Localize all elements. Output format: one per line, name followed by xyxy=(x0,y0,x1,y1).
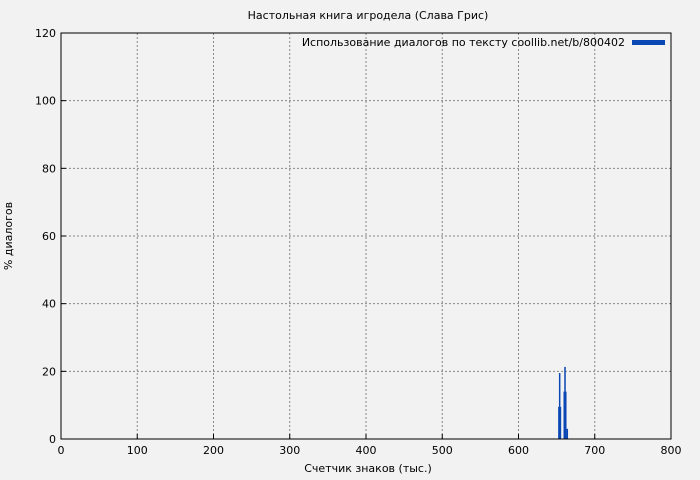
x-tick-label: 800 xyxy=(661,444,682,457)
chart-title: Настольная книга игродела (Слава Грис) xyxy=(248,9,489,22)
x-tick-label: 100 xyxy=(127,444,148,457)
grid xyxy=(61,33,671,439)
y-tick-label: 120 xyxy=(35,27,56,40)
y-tick-label: 60 xyxy=(42,230,56,243)
x-tick-label: 200 xyxy=(203,444,224,457)
x-tick-label: 300 xyxy=(279,444,300,457)
legend-swatch xyxy=(632,40,665,45)
x-tick-label: 400 xyxy=(356,444,377,457)
bar xyxy=(563,391,565,439)
y-tick-label: 20 xyxy=(42,365,56,378)
legend-label: Использование диалогов по тексту coollib… xyxy=(302,36,625,49)
x-axis-label: Счетчик знаков (тыс.) xyxy=(304,462,432,475)
bars xyxy=(558,366,569,439)
bar xyxy=(559,406,562,439)
x-tick-label: 600 xyxy=(508,444,529,457)
bar xyxy=(558,373,561,439)
y-axis-label: % диалогов xyxy=(2,202,15,270)
bar xyxy=(558,406,560,439)
y-tick-label: 100 xyxy=(35,95,56,108)
bar xyxy=(565,391,567,439)
x-tick-label: 700 xyxy=(584,444,605,457)
y-tick-label: 0 xyxy=(49,433,56,446)
x-tick-label: 500 xyxy=(432,444,453,457)
y-tick-label: 40 xyxy=(42,298,56,311)
ticks: 0 100 200 300 400 500 600 700 800 0 20 40 60 80 100 120 xyxy=(35,27,682,457)
y-tick-label: 80 xyxy=(42,162,56,175)
bar xyxy=(566,428,569,439)
bar xyxy=(564,366,566,439)
x-tick-label: 0 xyxy=(58,444,65,457)
